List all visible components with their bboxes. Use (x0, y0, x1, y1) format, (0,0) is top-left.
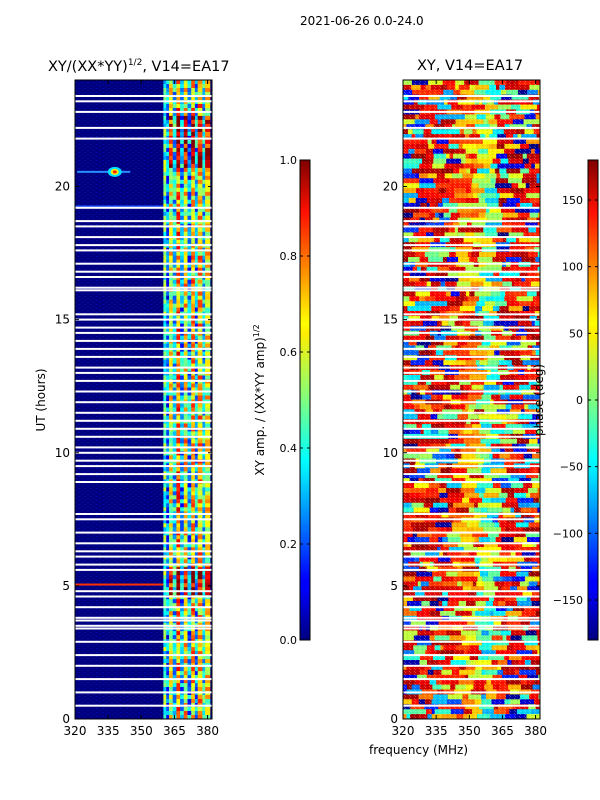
left-title-suffix: , V14=EA17 (142, 58, 230, 75)
colorbar-tick-label: 0.6 (280, 346, 298, 359)
left-title-exponent: 1/2 (127, 58, 143, 68)
colorbar-tick-label: 1.0 (280, 154, 298, 167)
colorbar-tick-label: −50 (560, 461, 583, 474)
colorbar-tick-label: 0 (576, 394, 583, 407)
amplitude-heatmap: 320 335 350 365 380 0 5 10 15 20 (55, 79, 219, 738)
y-tick-label: 10 (383, 446, 398, 460)
y-tick-label: 0 (390, 712, 398, 726)
left-title-text: XY/(XX*YY) (48, 58, 128, 75)
phase-heatmap: 320 335 350 365 380 0 5 10 15 20 (383, 79, 547, 738)
y-tick-label: 10 (55, 446, 70, 460)
colorbar-label-phase: phase (deg) (532, 364, 546, 436)
y-tick-label: 15 (55, 313, 70, 327)
amplitude-colorbar: 0.0 0.2 0.4 0.6 0.8 1.0 (280, 154, 311, 647)
x-tick-label: 365 (163, 724, 186, 738)
phase-colorbar: 150 100 50 0 −50 −100 −150 (553, 159, 599, 641)
y-tick-label: 5 (62, 579, 70, 593)
colorbar-label-amp-text: XY amp. / (XX*YY amp) (253, 337, 267, 475)
y-tick-label: 5 (390, 579, 398, 593)
y-axis-label: UT (hours) (34, 368, 48, 431)
y-tick-label: 0 (62, 712, 70, 726)
colorbar-tick-label: −100 (553, 527, 583, 540)
colorbar-tick-label: 0.4 (280, 442, 298, 455)
colorbar-label-amp-exponent: 1/2 (252, 324, 261, 337)
colorbar-tick-label: 0.2 (280, 538, 298, 551)
colorbar-tick-label: 50 (569, 327, 583, 340)
right-plot-title: XY, V14=EA17 (417, 58, 524, 74)
figure-suptitle: 2021-06-26 0.0-24.0 (300, 14, 424, 28)
colorbar-tick-label: 100 (562, 261, 583, 274)
x-tick-label: 320 (64, 724, 87, 738)
x-tick-label: 335 (425, 724, 448, 738)
x-tick-label: 350 (130, 724, 153, 738)
y-tick-label: 20 (55, 180, 70, 194)
colorbar-label-amp: XY amp. / (XX*YY amp)1/2 (252, 324, 267, 475)
x-axis-label: frequency (MHz) (369, 743, 469, 757)
colorbar-tick-label: 150 (562, 194, 583, 207)
colorbar-tick-label: 0.8 (280, 250, 298, 263)
x-tick-label: 365 (491, 724, 514, 738)
x-tick-label: 350 (458, 724, 481, 738)
y-tick-label: 15 (383, 313, 398, 327)
x-tick-label: 380 (196, 724, 219, 738)
colorbar-tick-label: 0.0 (280, 634, 298, 647)
y-tick-label: 20 (383, 180, 398, 194)
x-tick-label: 320 (392, 724, 415, 738)
left-plot-title: XY/(XX*YY)1/2, V14=EA17 (48, 58, 230, 75)
x-tick-label: 335 (97, 724, 120, 738)
x-tick-label: 380 (524, 724, 547, 738)
colorbar-tick-label: −150 (553, 594, 583, 607)
